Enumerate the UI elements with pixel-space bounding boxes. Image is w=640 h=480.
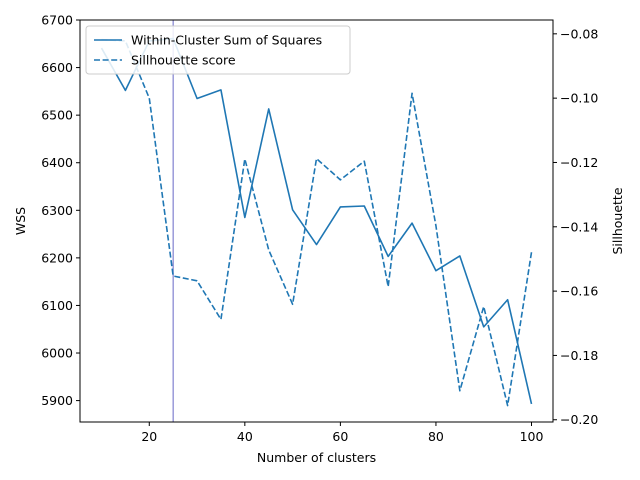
x-axis-label: Number of clusters (257, 450, 376, 465)
legend-entry: Within-Cluster Sum of Squares (131, 33, 322, 48)
y-left-tick-label: 6200 (41, 250, 73, 265)
x-tick-label: 60 (332, 429, 348, 444)
y-left-tick-label: 6300 (41, 203, 73, 218)
x-tick-label: 100 (520, 429, 544, 444)
series-line-sillhouette (101, 38, 533, 407)
y-left-tick-label: 6700 (41, 13, 73, 28)
legend: Within-Cluster Sum of Squares Sillhouette… (85, 25, 351, 75)
y-left-tick-label: 6400 (41, 155, 73, 170)
legend-box (85, 25, 351, 75)
plot-frame (79, 19, 554, 423)
y-left-tick-label: 6500 (41, 108, 73, 123)
y-right-tick-label: −0.16 (560, 284, 598, 299)
y-left-tick-label: 6100 (41, 298, 73, 313)
x-tick-label: 20 (141, 429, 157, 444)
y-right-tick-label: −0.20 (560, 412, 598, 427)
y-right-tick-label: −0.10 (560, 91, 598, 106)
y-left-tick-label: 5900 (41, 393, 73, 408)
y-axis-right: −0.08 −0.10 −0.12 −0.14 −0.16 −0.18 −0.20 (553, 26, 598, 427)
y-right-tick-label: −0.18 (560, 348, 598, 363)
y-right-tick-label: −0.12 (560, 155, 598, 170)
y-axis-left: 5900 6000 6100 6200 6300 6400 6500 6600 6700 (41, 13, 80, 408)
y-left-tick-label: 6000 (41, 346, 73, 361)
legend-entry: Sillhouette score (131, 53, 236, 68)
y-axis-left-label: WSS (13, 207, 28, 235)
y-left-tick-label: 6600 (41, 60, 73, 75)
y-axis-right-label: Sillhouette (610, 187, 625, 254)
x-axis: 20 40 60 80 100 (141, 422, 543, 444)
x-tick-label: 80 (428, 429, 444, 444)
y-right-tick-label: −0.08 (560, 26, 598, 41)
series-layer (100, 37, 533, 407)
y-right-tick-label: −0.14 (560, 219, 598, 234)
x-tick-label: 40 (237, 429, 253, 444)
